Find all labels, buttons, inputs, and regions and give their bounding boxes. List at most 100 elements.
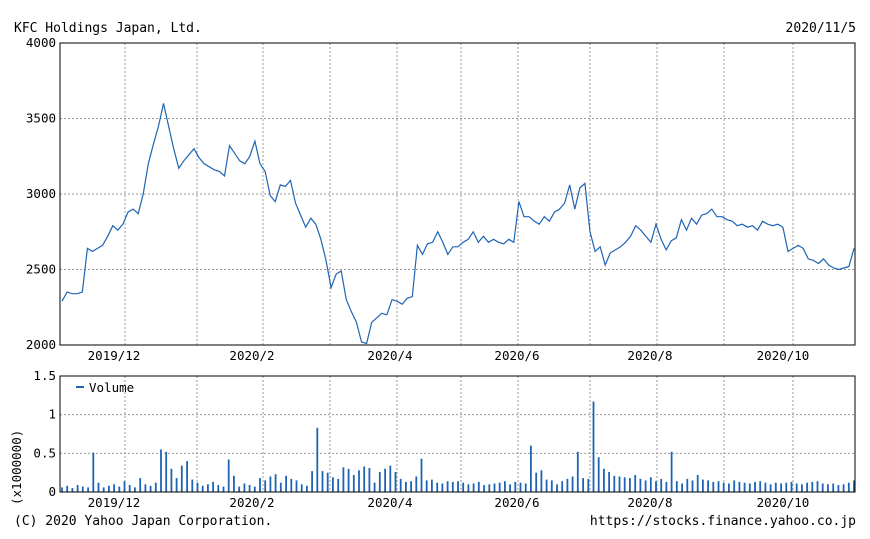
volume-bar bbox=[576, 451, 579, 492]
volume-bar bbox=[827, 484, 829, 492]
volume-bar bbox=[295, 480, 298, 492]
volume-bar bbox=[279, 482, 282, 492]
volume-bar bbox=[670, 451, 673, 492]
volume-bar bbox=[832, 483, 835, 492]
volume-bar bbox=[686, 478, 689, 492]
volume-bar bbox=[264, 480, 267, 492]
volume-bar bbox=[498, 482, 501, 492]
price-grid bbox=[59, 42, 855, 346]
volume-bar bbox=[639, 478, 642, 492]
volume-bar bbox=[561, 481, 564, 492]
volume-bar bbox=[665, 481, 668, 492]
volume-bar bbox=[425, 480, 428, 492]
volume-bar bbox=[186, 461, 188, 492]
volume-bar bbox=[352, 475, 355, 492]
volume-bar bbox=[728, 483, 730, 492]
volume-bar bbox=[811, 481, 814, 492]
price-xtick-label: 2020/2 bbox=[229, 348, 274, 363]
volume-bar bbox=[269, 476, 272, 492]
volume-legend-label: Volume bbox=[89, 380, 134, 395]
volume-bar bbox=[243, 483, 246, 492]
volume-bar bbox=[311, 471, 313, 492]
volume-bar bbox=[113, 484, 115, 492]
volume-grid bbox=[59, 376, 855, 492]
volume-bar bbox=[399, 478, 402, 492]
volume-bar bbox=[373, 482, 376, 492]
volume-bar bbox=[123, 481, 126, 492]
volume-bar bbox=[681, 483, 683, 492]
volume-bar bbox=[759, 481, 762, 492]
volume-bar bbox=[285, 475, 287, 492]
price-ytick-label: 4000 bbox=[26, 35, 56, 50]
volume-bar bbox=[165, 451, 168, 492]
volume-bar bbox=[649, 477, 652, 492]
volume-bar bbox=[655, 481, 657, 492]
volume-bar bbox=[733, 480, 736, 492]
price-series-line bbox=[61, 103, 855, 345]
volume-bar bbox=[66, 485, 69, 492]
volume-bar bbox=[467, 484, 470, 492]
volume-bar bbox=[488, 484, 491, 492]
volume-bar bbox=[160, 449, 162, 492]
volume-bar bbox=[415, 476, 418, 492]
volume-axis-labels: 0 0.5 1 1.5 bbox=[33, 368, 56, 499]
price-xtick-label: 2020/8 bbox=[627, 348, 672, 363]
volume-bar bbox=[134, 487, 136, 492]
volume-bar bbox=[61, 487, 63, 492]
price-xtick-label: 2020/6 bbox=[494, 348, 539, 363]
volume-bar bbox=[774, 482, 777, 492]
volume-bar bbox=[180, 465, 183, 492]
volume-bar bbox=[332, 477, 334, 492]
price-ytick-label: 3500 bbox=[26, 111, 56, 126]
volume-bar bbox=[545, 479, 548, 492]
volume-bar bbox=[253, 486, 256, 492]
volume-bar bbox=[472, 483, 475, 492]
volume-bar bbox=[306, 485, 308, 492]
volume-xtick-label: 2019/12 bbox=[88, 495, 141, 510]
volume-bar bbox=[623, 477, 626, 492]
volume-bar bbox=[837, 485, 840, 492]
volume-bar bbox=[743, 482, 746, 492]
volume-bar bbox=[801, 484, 803, 492]
volume-bar bbox=[92, 452, 95, 492]
volume-bar bbox=[592, 401, 595, 492]
price-ytick-label: 2500 bbox=[26, 262, 56, 277]
volume-bar bbox=[556, 484, 558, 492]
volume-bar bbox=[535, 472, 538, 492]
volume-bar bbox=[87, 487, 89, 492]
volume-xaxis-labels: 2019/12 2020/2 2020/4 2020/6 2020/8 2020/10 bbox=[88, 495, 810, 510]
volume-bar bbox=[795, 483, 798, 492]
volume-bar bbox=[97, 482, 100, 492]
volume-bar bbox=[660, 478, 663, 492]
volume-bar bbox=[712, 481, 715, 492]
copyright-text: (C) 2020 Yahoo Japan Corporation. bbox=[14, 514, 273, 529]
price-xtick-label: 2020/4 bbox=[367, 348, 412, 363]
volume-bar bbox=[530, 445, 532, 492]
volume-bar bbox=[696, 475, 699, 492]
volume-bar bbox=[691, 480, 694, 492]
volume-bar bbox=[144, 484, 147, 492]
volume-bar bbox=[446, 481, 449, 492]
volume-bar bbox=[170, 468, 173, 492]
volume-bar bbox=[384, 468, 386, 492]
volume-bar bbox=[462, 482, 465, 492]
volume-bar bbox=[431, 479, 433, 492]
volume-bar bbox=[102, 487, 105, 492]
volume-bar bbox=[514, 481, 517, 492]
volume-bar bbox=[76, 485, 79, 492]
volume-bar bbox=[816, 481, 819, 492]
volume-ytick-label: 0 bbox=[48, 484, 56, 499]
volume-bar bbox=[608, 471, 610, 492]
volume-bar bbox=[493, 483, 496, 492]
volume-ytick-label: 1.5 bbox=[33, 368, 56, 383]
volume-bar bbox=[550, 480, 553, 492]
volume-bar bbox=[780, 483, 782, 492]
volume-bar bbox=[769, 484, 772, 492]
price-xaxis-labels: 2019/12 2020/2 2020/4 2020/6 2020/8 2020/10 bbox=[88, 348, 810, 363]
price-plot-frame bbox=[59, 42, 856, 346]
volume-bar bbox=[790, 481, 793, 492]
volume-bar bbox=[509, 484, 511, 492]
company-title: KFC Holdings Japan, Ltd. bbox=[14, 21, 202, 36]
volume-bar bbox=[597, 457, 600, 492]
volume-bar bbox=[378, 471, 381, 492]
